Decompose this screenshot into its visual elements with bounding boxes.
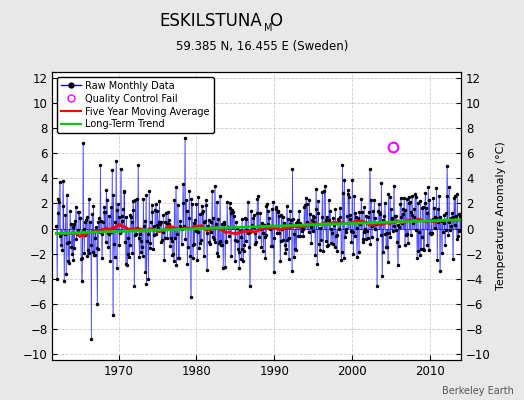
Legend: Raw Monthly Data, Quality Control Fail, Five Year Moving Average, Long-Term Tren: Raw Monthly Data, Quality Control Fail, … — [57, 77, 214, 133]
Y-axis label: Temperature Anomaly (°C): Temperature Anomaly (°C) — [496, 142, 506, 290]
Text: ESKILSTUNA: ESKILSTUNA — [159, 12, 262, 30]
Text: Berkeley Earth: Berkeley Earth — [442, 386, 514, 396]
Text: 59.385 N, 16.455 E (Sweden): 59.385 N, 16.455 E (Sweden) — [176, 40, 348, 53]
Text: M: M — [264, 23, 272, 33]
Text: O: O — [269, 12, 282, 30]
